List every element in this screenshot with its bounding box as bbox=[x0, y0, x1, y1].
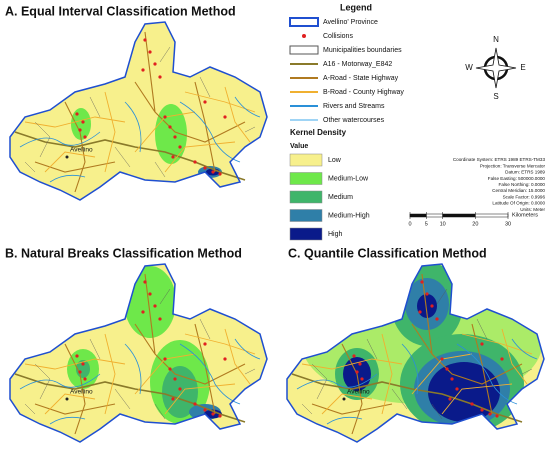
city-label: Avellino bbox=[347, 389, 370, 396]
scale-unit: Kilometers bbox=[512, 212, 538, 218]
legend-label: Medium-Low bbox=[328, 175, 369, 182]
panel-title: C. Quantile Classification Method bbox=[288, 246, 487, 260]
scale-label: 5 bbox=[425, 221, 428, 227]
legend-label: Medium bbox=[328, 194, 353, 201]
scale-segment bbox=[426, 213, 443, 218]
legend-label: A16 - Motorway_E842 bbox=[323, 61, 392, 68]
city-point bbox=[65, 397, 69, 401]
legend-label: A-Road - State Highway bbox=[323, 75, 399, 82]
projection-line: Latitude Of Origin: 0.0000 bbox=[492, 201, 545, 206]
legend-swatch bbox=[289, 209, 323, 222]
scale-label: 20 bbox=[472, 221, 478, 227]
compass-e: E bbox=[520, 63, 525, 72]
projection-line: False Easting: 500000.0000 bbox=[488, 176, 546, 181]
legend-symbol bbox=[302, 34, 306, 38]
projection-line: Projection: Transverse Mercator bbox=[480, 163, 546, 168]
city-point bbox=[342, 397, 346, 401]
city-label: Avellino bbox=[70, 389, 93, 396]
density-zone bbox=[417, 294, 437, 318]
panel-title: B. Natural Breaks Classification Method bbox=[5, 246, 242, 260]
scale-segment bbox=[442, 213, 476, 218]
panel-title: A. Equal Interval Classification Method bbox=[5, 4, 236, 18]
scale-label: 10 bbox=[440, 221, 446, 227]
projection-line: False Northing: 0.0000 bbox=[499, 182, 546, 187]
legend-label: High bbox=[328, 231, 343, 238]
legend-label: Collisions bbox=[323, 33, 353, 40]
scale-label: 0 bbox=[408, 221, 411, 227]
compass-star bbox=[475, 47, 517, 89]
density-zone bbox=[71, 108, 91, 140]
legend-swatch bbox=[289, 172, 323, 185]
legend-swatch bbox=[289, 190, 323, 204]
legend: Legend Kernel Density Value Avellino' Pr… bbox=[289, 2, 404, 241]
legend-label: Municipalities boundaries bbox=[323, 47, 402, 54]
legend-symbol bbox=[289, 45, 319, 55]
legend-label: Medium-High bbox=[328, 212, 370, 219]
map-c: Avellino bbox=[286, 263, 545, 443]
legend-symbol bbox=[289, 17, 319, 27]
city-point bbox=[65, 155, 69, 159]
legend-label: B-Road - County Highway bbox=[323, 89, 404, 96]
projection-line: Units: Meter bbox=[520, 207, 545, 212]
density-title: Kernel Density bbox=[290, 128, 347, 137]
map-b: Avellino bbox=[9, 263, 268, 443]
legend-swatch bbox=[289, 153, 323, 167]
map-a: Avellino bbox=[9, 21, 268, 201]
scale-label: 30 bbox=[505, 221, 511, 227]
density-zone bbox=[428, 362, 500, 422]
density-zone bbox=[124, 266, 176, 338]
compass-s: S bbox=[493, 92, 498, 101]
city-label: Avellino bbox=[70, 147, 93, 154]
legend-swatch bbox=[289, 227, 323, 241]
compass-n: N bbox=[493, 35, 499, 44]
legend-label: Avellino' Province bbox=[323, 19, 378, 26]
compass: N S E W bbox=[465, 35, 525, 101]
compass-w: W bbox=[465, 63, 473, 72]
projection-line: Central Meridian: 15.0000 bbox=[492, 188, 545, 193]
legend-label: Other watercourses bbox=[323, 117, 385, 124]
projection-line: Scale Factor: 0.9996 bbox=[503, 194, 546, 199]
projection-line: Datum: ETRS 1989 bbox=[505, 170, 545, 175]
legend-title: Legend bbox=[340, 2, 372, 12]
projection-info: Coordinate System: ETRS 1989 ETRS-TM33Pr… bbox=[453, 157, 546, 212]
legend-label: Low bbox=[328, 157, 342, 164]
legend-label: Rivers and Streams bbox=[323, 103, 385, 110]
scale-segment bbox=[409, 213, 427, 218]
projection-line: Coordinate System: ETRS 1989 ETRS-TM33 bbox=[453, 157, 546, 162]
density-subtitle: Value bbox=[290, 143, 308, 150]
scale-segment bbox=[475, 213, 509, 218]
